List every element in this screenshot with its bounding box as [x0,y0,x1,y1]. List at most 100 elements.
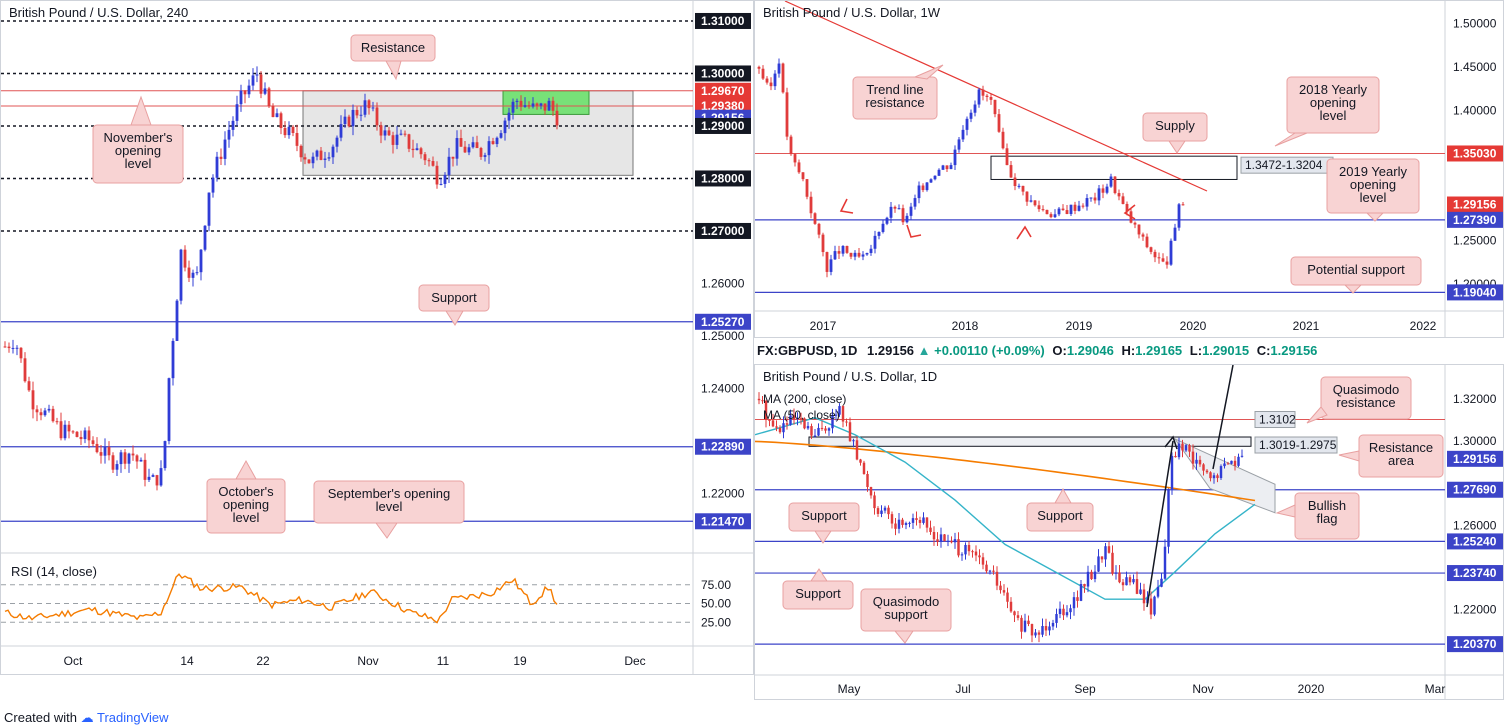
chart-h4-panel[interactable]: 1.31000 1.30000 1.29670 1.29380 1.29156 1.290… [0,0,754,675]
h4-candle-body [283,128,287,136]
weekly-price-tag [1447,145,1503,162]
chart-h4-svg[interactable]: 1.310001.300001.296701.293801.291561.290… [1,1,753,674]
h4-candle-body [183,249,187,268]
h4-rsi-level-label: 25.00 [701,615,731,629]
weekly-candle-body [1077,205,1081,211]
ohlc-low-label: L: [1189,343,1203,358]
daily-candle-body [925,517,929,528]
daily-candle-body [1079,584,1083,601]
daily-x-tick-label: Nov [1192,682,1213,696]
daily-support-upper-callout-tail [814,530,832,544]
daily-x-tick-label: 2020 [1298,682,1325,696]
h4-candle-body [51,408,55,422]
weekly-candle-body [1085,198,1089,207]
h4-candle-body [207,192,211,226]
daily-candle-body [1226,463,1230,465]
daily-resistance-area-box [808,436,1252,447]
daily-candle-body [848,422,852,442]
h4-price-label: 1.25270 [701,315,745,329]
h4-candle-body [531,103,535,107]
daily-price-tag [1447,450,1503,467]
daily-candle-body [1083,584,1086,587]
daily-ma50-line [755,417,1256,600]
h4-candle-body [211,177,215,193]
h4-rsi-level-label: 50.00 [701,597,731,611]
weekly-candle-body [1069,204,1073,215]
weekly-price-label: 1.35030 [1453,146,1497,160]
daily-candle-body [1142,589,1146,604]
daily-candle-body [981,557,985,565]
daily-flag-pole-line [1146,440,1174,608]
chart-weekly-panel[interactable]: 1.50000 1.45000 1.40000 1.35030 1.29156 1.273… [754,0,1504,338]
h4-novembers-opening-callout-text: opening [115,143,161,158]
chart-daily-svg[interactable]: 1.32000 1.30000 1.29156 1.27690 1.26000 1.252… [755,365,1503,699]
h4-candle-body [307,159,311,164]
h4-x-tick-label: Oct [64,654,83,668]
h4-x-tick-label: 14 [180,654,194,668]
tradingview-watermark[interactable]: Created with ☁ TradingView [4,710,169,726]
daily-candle-body [1069,608,1072,613]
daily-candle-body [1163,546,1167,579]
h4-price-label: 1.31000 [701,14,745,28]
h4-candle-body [187,267,191,278]
daily-candle-body [932,531,936,540]
h4-candle-body [335,137,339,147]
chart-daily-title: British Pound / U.S. Dollar, 1D [763,369,938,384]
h4-x-tick-label: 22 [256,654,270,668]
daily-bullish-flag-callout-tail [1275,504,1296,518]
weekly-candle-body [1013,177,1017,187]
weekly-trend-line-resistance-callout-box [852,76,938,120]
h4-candle-body [483,155,487,157]
daily-candle-body [957,539,960,556]
ohlc-high: 1.29165 [1135,343,1183,358]
h4-candle-body [315,150,319,157]
daily-candle-body [978,555,981,558]
daily-candle-body [813,435,817,437]
daily-candle-body [939,534,943,542]
daily-candle-body [831,414,834,429]
weekly-candle-body [1089,197,1093,199]
h4-candle-body [443,174,447,184]
weekly-candle-body [869,248,873,254]
weekly-candle-body [881,223,885,232]
daily-candle-body [1090,571,1093,580]
daily-x-tick-label: Jul [955,682,970,696]
daily-resistance-area-callout-text: Resistance [1369,440,1433,455]
chart-daily-panel[interactable]: 1.32000 1.30000 1.29156 1.27690 1.26000 1.252… [754,364,1504,700]
weekly-candle-body [1109,176,1113,187]
h4-x-tick-label: 11 [437,654,450,668]
weekly-candle-body [837,251,841,254]
daily-candle-body [810,426,813,436]
h4-candle-body [147,476,151,480]
h4-x-tick-label: Dec [624,654,645,668]
weekly-price-label: 1.50000 [1453,16,1497,30]
daily-candle-body [1205,470,1209,473]
weekly-swing-arrow-icon [1123,204,1136,220]
daily-indicator-legend: MA (200, close) [763,392,846,406]
h4-candle-body [215,156,219,178]
h4-candle-body [323,158,327,160]
weekly-2018-yearly-opening-callout-text: 2018 Yearly [1299,82,1367,97]
h4-candle-body [263,88,267,94]
h4-price-label: 1.30000 [701,66,745,80]
h4-candle-body [195,272,199,274]
daily-resistance-area-tag [1254,436,1338,454]
ohlc-low: 1.29015 [1202,343,1250,358]
h4-x-tick-label: Nov [357,654,378,668]
daily-candle-body [1118,572,1121,583]
h4-candle-body [435,165,439,185]
daily-candle-body [1114,572,1118,574]
daily-candle-body [782,423,785,433]
daily-price-tag [1447,481,1503,498]
weekly-candle-body [1081,205,1085,207]
daily-candle-body [757,398,761,401]
h4-candle-body [75,431,79,437]
weekly-candle-body [1141,234,1145,237]
chart-weekly-svg[interactable]: 1.50000 1.45000 1.40000 1.35030 1.291561.273… [755,1,1503,337]
weekly-candle-body [1061,208,1065,211]
daily-candle-body [894,523,897,529]
daily-candle-body [1023,620,1027,632]
weekly-candle-body [1037,205,1041,210]
daily-candle-body [1027,620,1030,625]
h4-octobers-opening-callout-text: level [233,510,260,525]
